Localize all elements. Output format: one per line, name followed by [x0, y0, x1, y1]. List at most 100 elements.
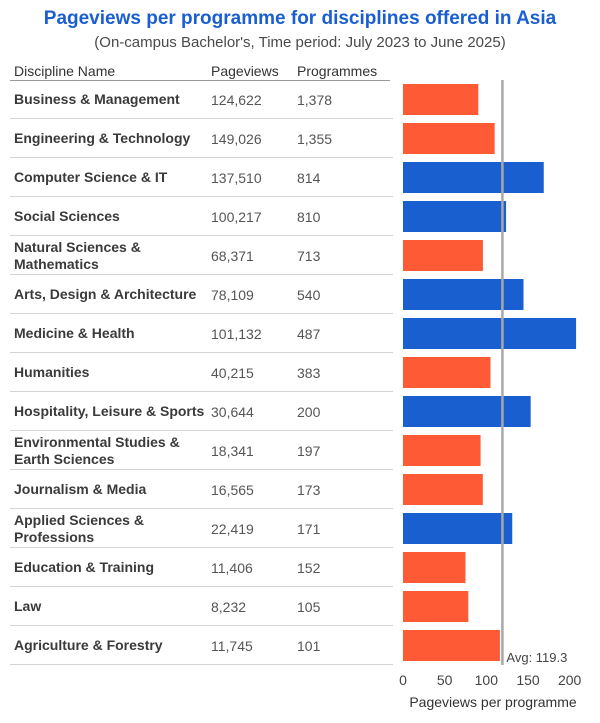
- table-row: Journalism & Media 16,565 173: [0, 470, 600, 509]
- table-row: Education & Training 11,406 152: [0, 548, 600, 587]
- programmes-value: 1,355: [297, 130, 333, 147]
- discipline-name: Computer Science & IT: [14, 169, 168, 185]
- x-tick-label: 150: [516, 672, 540, 688]
- row-divider: [10, 469, 393, 470]
- discipline-name: Humanities: [14, 364, 90, 380]
- row-divider: [10, 664, 393, 665]
- row-divider: [10, 586, 393, 587]
- discipline-name: Applied Sciences & Professions: [14, 511, 144, 545]
- pageviews-value: 16,565: [211, 481, 254, 498]
- row-divider: [10, 430, 393, 431]
- table-row: Engineering & Technology 149,026 1,355: [0, 119, 600, 158]
- programmes-value: 171: [297, 520, 321, 537]
- programmes-value: 173: [297, 481, 321, 498]
- discipline-name: Education & Training: [14, 559, 155, 575]
- pageviews-value: 11,406: [211, 559, 253, 576]
- discipline-name: Environmental Studies & Earth Sciences: [14, 433, 180, 467]
- discipline-name: Medicine & Health: [14, 325, 135, 341]
- programmes-value: 197: [297, 442, 321, 459]
- table-row: Natural Sciences & Mathematics 68,371 713: [0, 236, 600, 275]
- pageviews-value: 22,419: [211, 520, 254, 537]
- row-divider: [10, 196, 393, 197]
- bar: [403, 435, 481, 466]
- programmes-value: 487: [297, 325, 321, 342]
- programmes-value: 810: [297, 208, 321, 225]
- table-row: Hospitality, Leisure & Sports 30,644 200: [0, 392, 600, 431]
- row-divider: [10, 235, 393, 236]
- column-header-programmes: Programmes: [297, 63, 378, 79]
- discipline-name: Journalism & Media: [14, 481, 147, 497]
- discipline-name: Law: [14, 598, 42, 614]
- discipline-name: Hospitality, Leisure & Sports: [14, 403, 205, 419]
- table-row: Business & Management 124,622 1,378: [0, 80, 600, 119]
- pageviews-value: 8,232: [211, 598, 247, 615]
- x-axis-title: Pageviews per programme: [409, 694, 577, 710]
- pageviews-value: 100,217: [211, 208, 262, 225]
- row-divider: [10, 391, 393, 392]
- x-tick-label: 100: [475, 672, 499, 688]
- average-label: Avg: 119.3: [506, 650, 567, 665]
- row-divider: [10, 547, 393, 548]
- programmes-value: 1,378: [297, 91, 333, 108]
- bar: [403, 513, 513, 544]
- programmes-value: 713: [297, 247, 321, 264]
- programmes-value: 152: [297, 559, 321, 576]
- x-tick-label: 50: [437, 672, 453, 688]
- table-row: Medicine & Health 101,132 487: [0, 314, 600, 353]
- row-divider: [10, 625, 393, 626]
- programmes-value: 200: [297, 403, 321, 420]
- pageviews-value: 40,215: [211, 364, 254, 381]
- pageviews-value: 149,026: [211, 130, 262, 147]
- bar: [403, 84, 479, 115]
- discipline-name: Social Sciences: [14, 208, 120, 224]
- chart-subtitle: (On-campus Bachelor's, Time period: July…: [94, 34, 506, 51]
- table-row: Environmental Studies & Earth Sciences 18…: [0, 431, 600, 470]
- programmes-value: 105: [297, 598, 321, 615]
- table-row: Applied Sciences & Professions 22,419 171: [0, 509, 600, 548]
- bar: [403, 279, 524, 310]
- table-row: Humanities 40,215 383: [0, 353, 600, 392]
- discipline-name: Engineering & Technology: [14, 130, 191, 146]
- bar: [403, 357, 491, 388]
- bar: [403, 396, 531, 427]
- pageviews-value: 18,341: [211, 442, 254, 459]
- x-tick-label: 0: [399, 672, 407, 688]
- table-row: Agriculture & Forestry 11,745 101: [0, 626, 600, 665]
- bar: [403, 240, 483, 271]
- pageviews-value: 30,644: [211, 403, 254, 420]
- bar: [403, 552, 466, 583]
- header-divider: [10, 80, 390, 81]
- discipline-name: Arts, Design & Architecture: [14, 286, 197, 302]
- pageviews-value: 137,510: [211, 169, 262, 186]
- table-row: Arts, Design & Architecture 78,109 540: [0, 275, 600, 314]
- programmes-value: 814: [297, 169, 321, 186]
- row-divider: [10, 313, 393, 314]
- bar: [403, 591, 469, 622]
- table-row: Computer Science & IT 137,510 814: [0, 158, 600, 197]
- pageviews-value: 78,109: [211, 286, 254, 303]
- pageviews-value: 124,622: [211, 91, 262, 108]
- discipline-name: Business & Management: [14, 91, 180, 107]
- bar: [403, 162, 544, 193]
- pageviews-value: 11,745: [211, 637, 253, 654]
- row-divider: [10, 352, 393, 353]
- bar: [403, 630, 500, 661]
- bar: [403, 474, 483, 505]
- programmes-value: 540: [297, 286, 321, 303]
- column-header-discipline: Discipline Name: [14, 63, 116, 79]
- table-row: Law 8,232 105: [0, 587, 600, 626]
- programmes-value: 101: [297, 637, 321, 654]
- pageviews-value: 68,371: [211, 247, 254, 264]
- bar: [403, 201, 507, 232]
- column-header-pageviews: Pageviews: [211, 63, 279, 79]
- bar: [403, 318, 577, 349]
- programmes-value: 383: [297, 364, 321, 381]
- row-divider: [10, 508, 393, 509]
- row-divider: [10, 157, 393, 158]
- x-tick-label: 200: [558, 672, 582, 688]
- bar: [403, 123, 495, 154]
- row-divider: [10, 274, 393, 275]
- row-divider: [10, 118, 393, 119]
- chart-title: Pageviews per programme for disciplines …: [43, 8, 557, 29]
